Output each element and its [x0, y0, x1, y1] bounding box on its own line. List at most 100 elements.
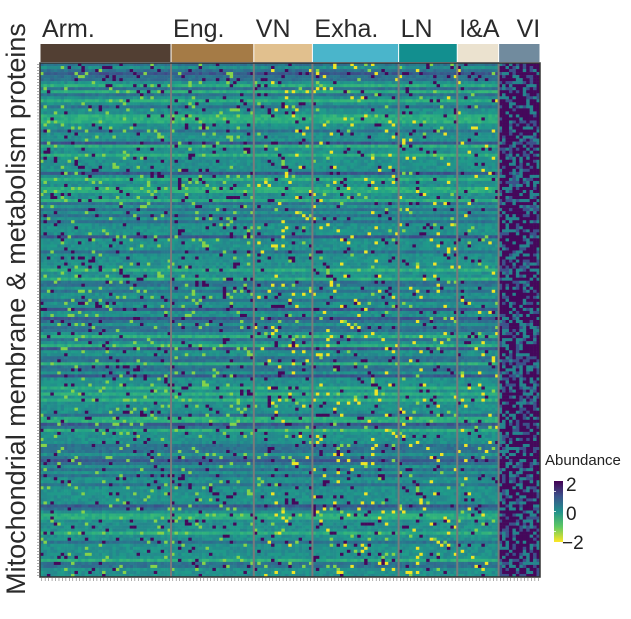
- heatmap-cell: [381, 63, 386, 67]
- heatmap-cell: [422, 138, 427, 142]
- heatmap-cell: [384, 63, 389, 67]
- heatmap-cell: [288, 69, 293, 73]
- heatmap-cell: [64, 132, 68, 136]
- heatmap-cell: [484, 105, 489, 109]
- heatmap-cell: [157, 162, 161, 167]
- heatmap-cell: [260, 66, 265, 70]
- heatmap-cell: [512, 117, 517, 121]
- heatmap-cell: [422, 105, 427, 109]
- heatmap-cell: [150, 117, 155, 121]
- heatmap-cell: [260, 111, 265, 115]
- heatmap-cell: [353, 144, 358, 148]
- heatmap-cell: [515, 69, 520, 73]
- heatmap-cell: [412, 96, 417, 100]
- heatmap-cell: [374, 90, 379, 94]
- heatmap-cell: [412, 99, 417, 103]
- heatmap-cell: [512, 102, 517, 106]
- heatmap-cell: [77, 66, 82, 70]
- heatmap-cell: [260, 144, 265, 148]
- heatmap-cell: [277, 159, 282, 164]
- heatmap-cell: [119, 87, 124, 91]
- heatmap-cell: [53, 75, 58, 79]
- heatmap-cell: [253, 162, 258, 167]
- heatmap-cell: [453, 138, 458, 142]
- heatmap-cell: [477, 108, 482, 112]
- heatmap-cell: [429, 141, 434, 145]
- heatmap-cell: [419, 147, 424, 151]
- heatmap-cell: [446, 96, 451, 100]
- heatmap-cell: [374, 144, 379, 148]
- heatmap-cell: [333, 93, 337, 97]
- heatmap-cell: [195, 81, 199, 85]
- heatmap-cell: [453, 75, 458, 79]
- heatmap-cell: [512, 72, 517, 76]
- heatmap-cell: [184, 123, 189, 127]
- heatmap-cell: [291, 144, 296, 148]
- heatmap-cell: [408, 90, 413, 94]
- heatmap-cell: [140, 78, 144, 82]
- heatmap-cell: [133, 114, 137, 118]
- heatmap-cell: [126, 162, 130, 167]
- heatmap-cell: [512, 150, 517, 155]
- heatmap-cell: [295, 126, 299, 130]
- heatmap-cell: [274, 66, 279, 70]
- heatmap-cell: [143, 150, 148, 155]
- heatmap-cell: [160, 111, 165, 115]
- heatmap-cell: [405, 159, 410, 164]
- heatmap-cell: [457, 99, 461, 103]
- heatmap-cell: [274, 147, 279, 151]
- heatmap-cell: [188, 66, 193, 70]
- heatmap-cell: [136, 153, 141, 158]
- heatmap-cell: [57, 84, 61, 88]
- heatmap-cell: [484, 63, 489, 67]
- heatmap-cell: [440, 93, 444, 97]
- heatmap-cell: [450, 87, 455, 91]
- heatmap-cell: [202, 132, 206, 136]
- heatmap-cell: [405, 114, 410, 118]
- heatmap-cell: [415, 153, 420, 158]
- heatmap-cell: [315, 93, 320, 97]
- heatmap-cell: [136, 102, 141, 106]
- heatmap-cell: [257, 105, 261, 109]
- heatmap-cell: [388, 114, 393, 118]
- heatmap-cell: [446, 123, 451, 127]
- heatmap-cell: [164, 108, 168, 112]
- heatmap-cell: [215, 78, 220, 82]
- heatmap-cell: [71, 108, 75, 112]
- heatmap-cell: [374, 138, 379, 142]
- heatmap-cell: [336, 162, 341, 167]
- heatmap-cell: [343, 144, 348, 148]
- heatmap-cell: [508, 99, 513, 103]
- heatmap-cell: [260, 93, 265, 97]
- heatmap-cell: [343, 156, 348, 161]
- heatmap-cell: [115, 108, 120, 112]
- heatmap-cell: [153, 66, 158, 70]
- heatmap-cell: [312, 132, 317, 136]
- heatmap-cell: [264, 129, 268, 133]
- heatmap-cell: [374, 108, 379, 112]
- heatmap-cell: [84, 90, 89, 94]
- heatmap-cell: [160, 138, 165, 142]
- heatmap-cell: [433, 159, 437, 164]
- heatmap-cell: [91, 90, 96, 94]
- heatmap-cell: [536, 162, 541, 167]
- heatmap-cell: [81, 108, 86, 112]
- heatmap-cell: [464, 129, 468, 133]
- heatmap-cell: [153, 90, 158, 94]
- heatmap-cell: [322, 105, 327, 109]
- heatmap-cell: [433, 162, 437, 167]
- heatmap-cell: [119, 156, 124, 161]
- heatmap-cell: [46, 162, 51, 167]
- heatmap-cell: [226, 78, 230, 82]
- heatmap-cell: [474, 114, 479, 118]
- heatmap-cell: [81, 93, 86, 97]
- heatmap-cell: [198, 165, 203, 170]
- heatmap-cell: [219, 108, 224, 112]
- heatmap-cell: [257, 66, 261, 70]
- heatmap-cell: [391, 150, 396, 155]
- heatmap-cell: [119, 120, 124, 124]
- heatmap-cell: [440, 102, 444, 106]
- heatmap-cell: [298, 63, 303, 67]
- heatmap-cell: [460, 159, 465, 164]
- heatmap-cell: [157, 72, 161, 76]
